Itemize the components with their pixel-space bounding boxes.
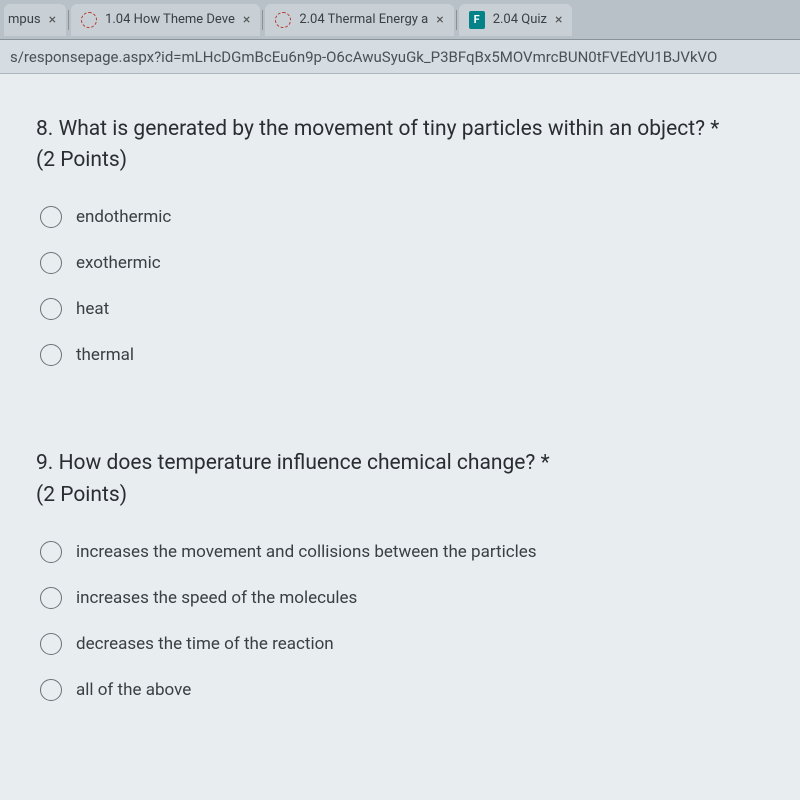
close-icon[interactable]: × bbox=[49, 12, 56, 28]
question-9: 9. How does temperature influence chemic… bbox=[36, 448, 764, 712]
tab-1[interactable]: 1.04 How Theme Deve × bbox=[71, 4, 260, 36]
radio-icon[interactable] bbox=[40, 587, 62, 609]
option-label: all of the above bbox=[76, 680, 191, 700]
page-content: 8. What is generated by the movement of … bbox=[0, 74, 800, 800]
question-points: (2 Points) bbox=[36, 483, 764, 507]
radio-icon[interactable] bbox=[40, 298, 62, 320]
option-row[interactable]: increases the movement and collisions be… bbox=[36, 529, 764, 575]
question-points: (2 Points) bbox=[36, 148, 764, 172]
option-row[interactable]: exothermic bbox=[36, 240, 764, 286]
radio-icon[interactable] bbox=[40, 206, 62, 228]
tab-title: 1.04 How Theme Deve bbox=[105, 12, 235, 27]
option-label: endothermic bbox=[76, 207, 171, 227]
tab-divider bbox=[456, 10, 457, 30]
radio-icon[interactable] bbox=[40, 252, 62, 274]
question-text: How does temperature influence chemical … bbox=[59, 451, 550, 475]
question-8: 8. What is generated by the movement of … bbox=[36, 114, 764, 378]
close-icon[interactable]: × bbox=[243, 12, 250, 28]
tab-title: 2.04 Quiz bbox=[493, 12, 547, 27]
tab-2[interactable]: 2.04 Thermal Energy a × bbox=[265, 4, 453, 36]
radio-icon[interactable] bbox=[40, 679, 62, 701]
address-bar[interactable]: s/responsepage.aspx?id=mLHcDGmBcEu6n9p-O… bbox=[0, 40, 800, 74]
tab-0[interactable]: mpus × bbox=[4, 4, 66, 36]
close-icon[interactable]: × bbox=[555, 12, 562, 28]
option-row[interactable]: decreases the time of the reaction bbox=[36, 621, 764, 667]
tab-3[interactable]: F 2.04 Quiz × bbox=[459, 4, 573, 36]
question-number: 9. bbox=[36, 451, 53, 475]
close-icon[interactable]: × bbox=[436, 12, 443, 28]
option-label: heat bbox=[76, 299, 109, 319]
option-row[interactable]: increases the speed of the molecules bbox=[36, 575, 764, 621]
tab-title: mpus bbox=[8, 12, 41, 27]
spinner-icon bbox=[275, 12, 291, 28]
option-label: thermal bbox=[76, 345, 134, 365]
option-label: increases the speed of the molecules bbox=[76, 588, 357, 608]
option-label: decreases the time of the reaction bbox=[76, 634, 334, 654]
option-row[interactable]: endothermic bbox=[36, 194, 764, 240]
url-text: s/responsepage.aspx?id=mLHcDGmBcEu6n9p-O… bbox=[10, 48, 717, 66]
radio-icon[interactable] bbox=[40, 633, 62, 655]
tab-divider bbox=[68, 10, 69, 30]
radio-icon[interactable] bbox=[40, 344, 62, 366]
option-label: exothermic bbox=[76, 253, 161, 273]
tab-title: 2.04 Thermal Energy a bbox=[299, 12, 428, 27]
option-row[interactable]: all of the above bbox=[36, 667, 764, 713]
tab-divider bbox=[262, 10, 263, 30]
question-text: What is generated by the movement of tin… bbox=[59, 117, 720, 141]
question-title: 8. What is generated by the movement of … bbox=[36, 114, 764, 144]
radio-icon[interactable] bbox=[40, 541, 62, 563]
option-label: increases the movement and collisions be… bbox=[76, 542, 537, 562]
forms-icon: F bbox=[469, 12, 485, 28]
option-row[interactable]: heat bbox=[36, 286, 764, 332]
tab-strip: mpus × 1.04 How Theme Deve × 2.04 Therma… bbox=[0, 0, 800, 40]
question-number: 8. bbox=[36, 117, 53, 141]
spinner-icon bbox=[81, 12, 97, 28]
question-title: 9. How does temperature influence chemic… bbox=[36, 448, 764, 478]
option-row[interactable]: thermal bbox=[36, 332, 764, 378]
